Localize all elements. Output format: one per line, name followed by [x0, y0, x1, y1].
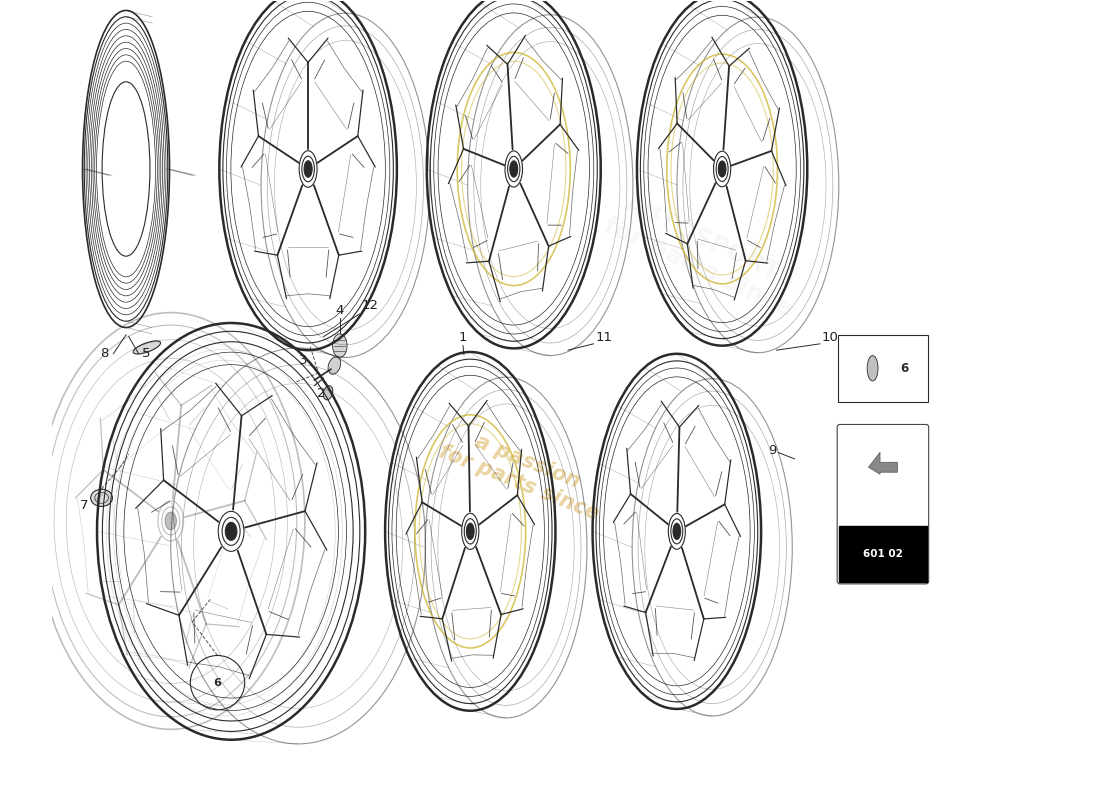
Text: 4: 4 [336, 304, 344, 317]
Text: AUTOSPORTS
for parts since: AUTOSPORTS for parts since [601, 188, 807, 322]
Text: 3: 3 [299, 354, 307, 366]
Text: 6: 6 [213, 678, 221, 688]
Polygon shape [868, 452, 898, 474]
Ellipse shape [90, 490, 112, 506]
Text: 12: 12 [362, 299, 378, 313]
Text: 9: 9 [768, 444, 777, 458]
Text: 11: 11 [595, 331, 613, 344]
Text: 7: 7 [79, 498, 88, 512]
Ellipse shape [226, 522, 236, 540]
Ellipse shape [133, 341, 161, 354]
Text: 8: 8 [100, 346, 109, 359]
Text: a passion
for parts since: a passion for parts since [436, 421, 610, 525]
Ellipse shape [509, 161, 518, 177]
Ellipse shape [328, 357, 341, 374]
Ellipse shape [673, 523, 681, 539]
Ellipse shape [165, 512, 177, 530]
FancyBboxPatch shape [837, 425, 928, 584]
Ellipse shape [718, 161, 726, 177]
Text: 10: 10 [822, 331, 838, 344]
Text: 1: 1 [459, 331, 468, 344]
FancyBboxPatch shape [839, 526, 927, 582]
Text: 5: 5 [142, 346, 151, 359]
Text: 6: 6 [900, 362, 909, 374]
Text: 601 02: 601 02 [864, 550, 903, 559]
Ellipse shape [332, 334, 348, 358]
Text: 2: 2 [317, 387, 326, 400]
Ellipse shape [323, 386, 333, 400]
Ellipse shape [867, 356, 878, 381]
Ellipse shape [304, 161, 312, 178]
Ellipse shape [466, 523, 474, 539]
